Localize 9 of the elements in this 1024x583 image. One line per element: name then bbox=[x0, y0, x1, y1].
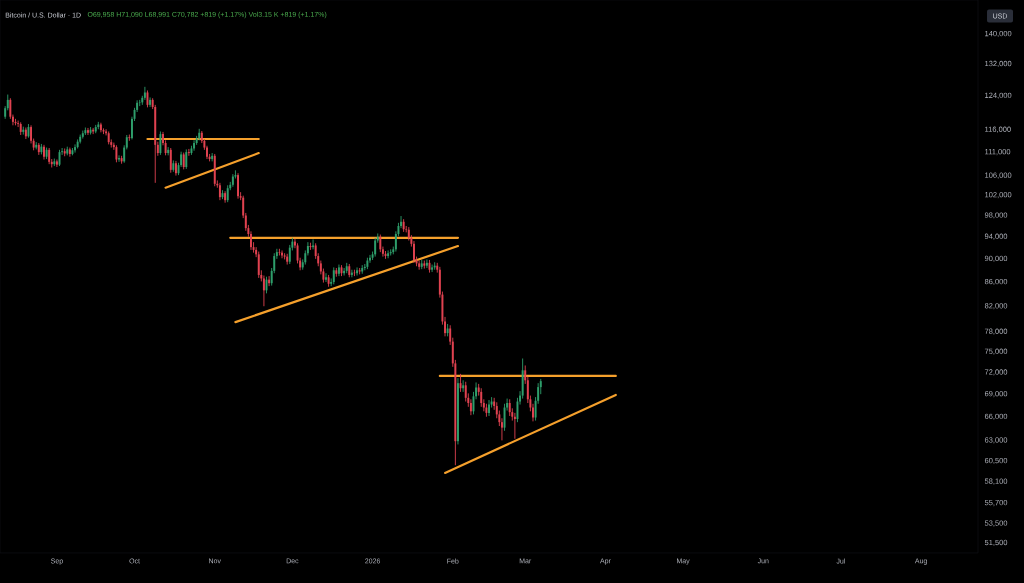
candlestick bbox=[480, 387, 483, 408]
candlestick bbox=[374, 237, 377, 258]
candlestick bbox=[118, 154, 120, 163]
candlestick bbox=[462, 379, 465, 393]
candlestick bbox=[325, 272, 327, 283]
candlestick bbox=[309, 242, 312, 251]
candlestick bbox=[488, 399, 490, 417]
candlestick bbox=[503, 403, 506, 432]
candlestick bbox=[187, 148, 190, 157]
